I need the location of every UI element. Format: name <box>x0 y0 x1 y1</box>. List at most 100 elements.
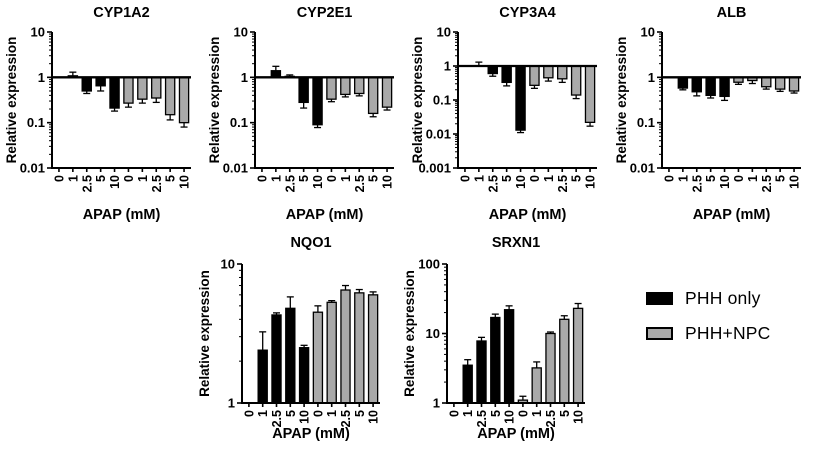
bar-phh-only-10 <box>719 76 730 98</box>
x-tick-label: 10 <box>108 175 122 189</box>
error-bar <box>341 94 349 98</box>
y-tick-label: 1 <box>241 70 248 85</box>
x-tick-label: 10 <box>178 175 192 189</box>
x-tick-label: 1 <box>339 175 353 182</box>
error-bar <box>519 395 527 401</box>
x-tick-label: 10 <box>311 175 325 189</box>
bar-phh-npc-10 <box>584 65 596 124</box>
bar-phh-npc-10 <box>367 294 379 404</box>
bar-phh-npc-0 <box>529 65 540 86</box>
chart-title: CYP1A2 <box>93 5 149 21</box>
bar-phh-only-1 <box>677 76 689 89</box>
y-tick-label: 0.1 <box>230 115 248 130</box>
bar-phh-npc-5 <box>164 76 176 116</box>
x-tick-label: 1 <box>542 175 556 182</box>
error-bar <box>166 114 174 121</box>
y-tick-label: 1 <box>433 396 440 411</box>
bar-phh-npc-1 <box>137 76 148 100</box>
y-tick-label: 0.01 <box>223 161 248 176</box>
bar-phh-npc-2.5 <box>545 332 556 404</box>
chart-cyp2e1: CYP2E1 Relative expression 10 1 0.1 0.01 0 1 2.5… <box>205 0 406 233</box>
y-tick-label: 10 <box>641 25 655 40</box>
phh-npc-swatch-icon <box>646 327 673 340</box>
error-bar <box>138 99 146 104</box>
error-bar <box>69 71 77 76</box>
x-tick-label: 5 <box>284 410 298 417</box>
bar-phh-only-5 <box>95 76 106 87</box>
x-tick-label: 5 <box>558 410 572 417</box>
bar-phh-npc-0 <box>312 311 324 404</box>
x-tick-label: 1 <box>269 175 283 182</box>
y-tick-label: 0.01 <box>630 161 655 176</box>
bar-phh-npc-0 <box>123 76 134 104</box>
error-bar <box>286 296 294 309</box>
error-bar <box>342 284 349 291</box>
error-bar <box>790 90 798 94</box>
x-tick-label: 5 <box>500 175 514 182</box>
chart-nqo1: NQO1 Relative expression 10 1 0 1 2.5 5 10 0 1 2.5 5… <box>195 230 405 452</box>
legend: PHH only PHH+NPC <box>646 288 771 358</box>
x-tick-label: 0 <box>325 175 339 182</box>
error-bar <box>679 88 687 91</box>
error-bar <box>273 312 280 315</box>
bar-phh-npc-5 <box>559 318 570 404</box>
x-tick-label: 2.5 <box>339 410 353 427</box>
error-bar <box>314 124 322 129</box>
bar-phh-only-10 <box>503 309 515 404</box>
x-tick-label: 2.5 <box>353 175 367 192</box>
bar-phh-npc-2.5 <box>151 76 162 99</box>
bar-phh-only-1 <box>257 349 268 404</box>
y-tick-label: 1 <box>38 70 45 85</box>
bar-phh-only-5 <box>501 65 512 84</box>
y-tick-label: 1 <box>648 70 655 85</box>
error-bar <box>369 113 377 118</box>
x-tick-label: 2.5 <box>690 175 704 192</box>
chart-srxn1: SRXN1 Relative expression 100 10 1 0 1 2.5 5 10 0 1… <box>400 230 610 452</box>
bar-phh-only-2.5 <box>271 314 282 404</box>
error-bar <box>355 93 363 97</box>
x-tick-label: 0 <box>732 175 746 182</box>
bar-phh-npc-2.5 <box>340 289 351 404</box>
y-tick-label: 0.001 <box>418 161 451 176</box>
bar-phh-npc-10 <box>572 307 584 404</box>
phh-only-swatch-icon <box>646 292 673 305</box>
x-tick-label: 1 <box>472 175 486 182</box>
error-bar <box>586 122 594 127</box>
error-bar <box>505 305 513 310</box>
chart-title: NQO1 <box>290 235 331 251</box>
x-tick-label: 5 <box>353 410 367 417</box>
error-bar <box>491 313 499 318</box>
x-tick-label: 10 <box>298 410 312 424</box>
error-bar <box>369 291 377 295</box>
error-bar <box>327 99 335 103</box>
chart-cyp1a2: CYP1A2 Relative expression 10 1 0.1 0.01 0 1 2.5… <box>2 0 203 233</box>
x-tick-label: 5 <box>94 175 108 182</box>
x-axis-label: APAP (mM) <box>83 207 161 223</box>
bar-phh-npc-2.5 <box>761 76 772 88</box>
x-tick-label: 0 <box>311 410 325 417</box>
x-tick-label: 1 <box>66 175 80 182</box>
error-bar <box>383 107 391 111</box>
y-tick-label: 0.01 <box>20 161 45 176</box>
x-tick-label: 5 <box>367 175 381 182</box>
error-bar <box>152 98 160 104</box>
error-bar <box>97 85 105 92</box>
error-bar <box>721 96 729 102</box>
x-tick-label: 5 <box>774 175 788 182</box>
x-tick-label: 5 <box>297 175 311 182</box>
x-tick-label: 0 <box>242 410 256 417</box>
x-tick-label: 0 <box>528 175 542 182</box>
x-tick-label: 2.5 <box>150 175 164 192</box>
x-tick-label: 0 <box>516 410 530 417</box>
x-tick-label: 2.5 <box>80 175 94 192</box>
y-tick-label: 100 <box>418 257 440 272</box>
y-tick-label: 0.01 <box>426 127 451 142</box>
error-bar <box>314 305 322 313</box>
bar-phh-npc-1 <box>531 367 542 404</box>
x-tick-label: 1 <box>676 175 690 182</box>
